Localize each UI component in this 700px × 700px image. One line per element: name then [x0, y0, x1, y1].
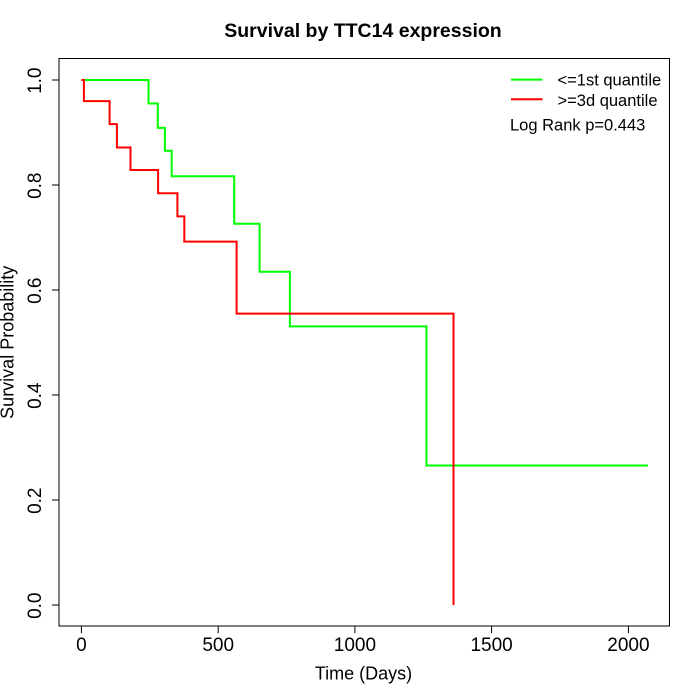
svg-text:Survival Probability: Survival Probability — [0, 266, 17, 419]
svg-text:Time (Days): Time (Days) — [315, 663, 412, 683]
svg-text:1500: 1500 — [470, 635, 512, 656]
svg-text:2000: 2000 — [607, 635, 649, 656]
svg-text:<=1st quantile: <=1st quantile — [558, 72, 662, 90]
svg-text:0.2: 0.2 — [25, 487, 46, 513]
svg-text:0.8: 0.8 — [25, 172, 46, 198]
svg-text:Log Rank p=0.443: Log Rank p=0.443 — [510, 116, 645, 134]
svg-text:Survival by TTC14 expression: Survival by TTC14 expression — [224, 20, 501, 42]
svg-text:0: 0 — [76, 635, 87, 656]
svg-text:0.0: 0.0 — [25, 592, 46, 618]
svg-text:0.6: 0.6 — [25, 277, 46, 303]
svg-text:>=3d quantile: >=3d quantile — [558, 92, 658, 110]
svg-text:500: 500 — [202, 635, 234, 656]
svg-text:1000: 1000 — [334, 635, 376, 656]
svg-text:1.0: 1.0 — [25, 67, 46, 93]
svg-text:0.4: 0.4 — [25, 382, 46, 409]
